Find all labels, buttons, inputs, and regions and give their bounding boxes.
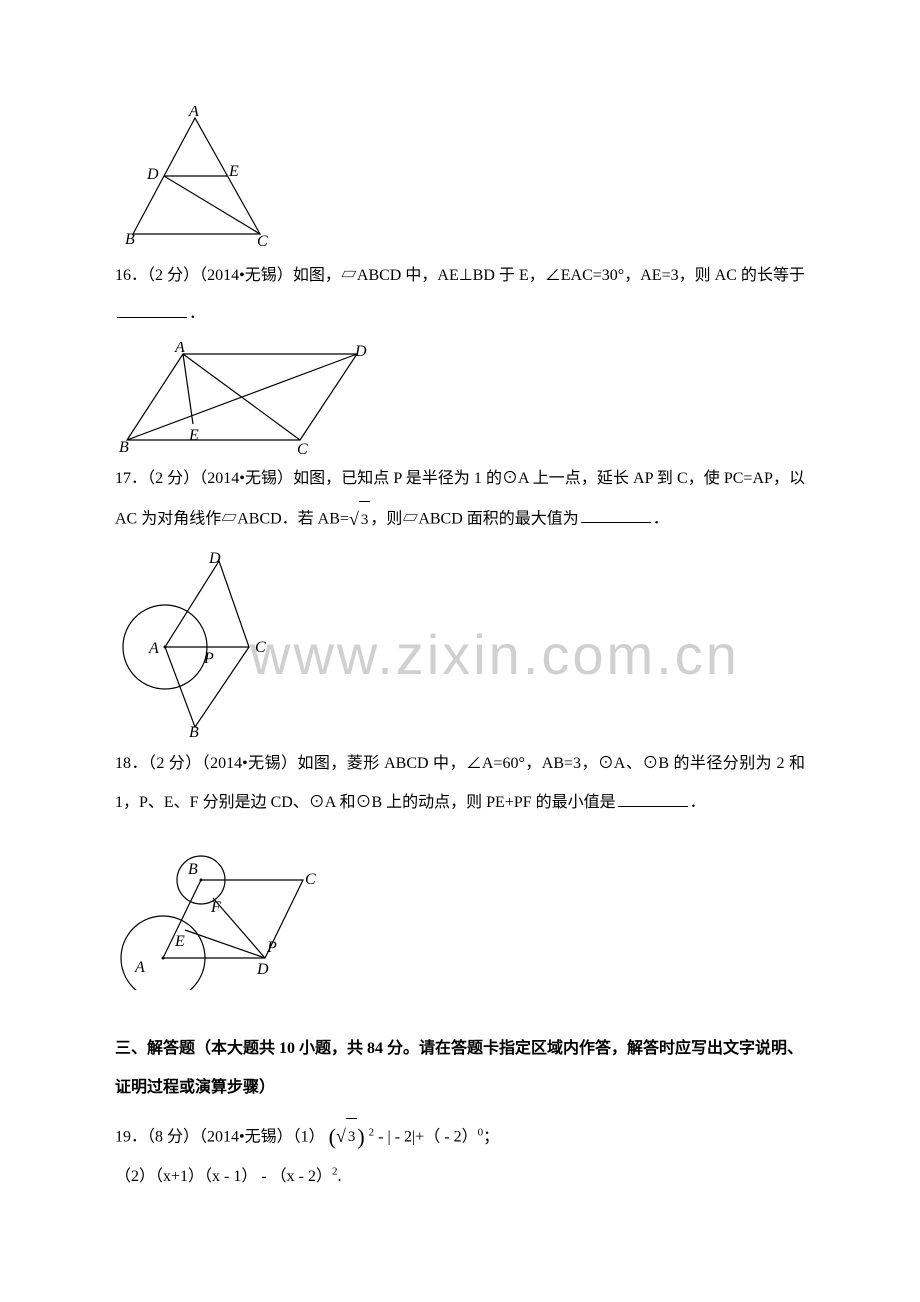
q17-figure: A B C D P bbox=[115, 549, 805, 739]
label-D: D bbox=[256, 961, 269, 978]
label-B: B bbox=[189, 724, 199, 739]
q16-figure: A B C D E bbox=[115, 342, 805, 454]
q18-text: 18．（2 分）（2014•无锡）如图，菱形 ABCD 中，∠A=60°，AB=… bbox=[115, 745, 805, 822]
label-B: B bbox=[119, 439, 129, 454]
label-A: A bbox=[134, 959, 145, 976]
label-C: C bbox=[255, 639, 266, 656]
label-C: C bbox=[297, 441, 308, 454]
label-D: D bbox=[146, 166, 159, 183]
q19-middle: - | - 2|+（ - 2） bbox=[374, 1129, 477, 1146]
q19-part2-suffix: . bbox=[338, 1168, 342, 1185]
q16-blank bbox=[117, 317, 187, 318]
label-E: E bbox=[174, 933, 185, 950]
q15-figure: A B C D E bbox=[115, 106, 805, 251]
q17-part2: ，则▱ABCD 面积的最大值为 bbox=[370, 510, 578, 527]
q18-blank bbox=[618, 806, 688, 807]
label-P: P bbox=[203, 650, 214, 667]
sqrt-3: √3 bbox=[349, 498, 370, 541]
label-A: A bbox=[148, 640, 159, 657]
section3-title: 三、解答题（本大题共 10 小题，共 84 分。请在答题卡指定区域内作答，解答时… bbox=[115, 1030, 805, 1107]
q18-main: 18．（2 分）（2014•无锡）如图，菱形 ABCD 中，∠A=60°，AB=… bbox=[115, 755, 805, 810]
q19-line2: （2）（x+1）（x - 1） - （x - 2）2. bbox=[115, 1158, 805, 1196]
label-C: C bbox=[305, 871, 316, 888]
q17-text: 17．（2 分）（2014•无锡）如图，已知点 P 是半径为 1 的⊙A 上一点… bbox=[115, 460, 805, 542]
q19: 19．（8 分）（2014•无锡）（1） (√3) 2 - | - 2|+（ -… bbox=[115, 1115, 805, 1197]
q19-prefix: 19．（8 分）（2014•无锡）（1） bbox=[115, 1129, 325, 1146]
q19-suffix: ； bbox=[483, 1129, 499, 1146]
label-A: A bbox=[174, 342, 185, 356]
q16: 16．（2 分）（2014•无锡）如图，▱ABCD 中，AE⊥BD 于 E，∠E… bbox=[115, 257, 805, 334]
label-E: E bbox=[188, 427, 199, 444]
q16-prefix: 16．（2 分）（2014•无锡）如图，▱ABCD 中，AE⊥BD 于 E，∠E… bbox=[115, 267, 805, 284]
q18: 18．（2 分）（2014•无锡）如图，菱形 ABCD 中，∠A=60°，AB=… bbox=[115, 745, 805, 822]
label-B: B bbox=[188, 861, 198, 878]
label-C: C bbox=[257, 233, 268, 250]
q18-figure: A B C D E F P bbox=[115, 830, 805, 990]
q19-line1: 19．（8 分）（2014•无锡）（1） (√3) 2 - | - 2|+（ -… bbox=[115, 1115, 805, 1158]
label-P: P bbox=[266, 939, 277, 956]
label-E: E bbox=[228, 163, 239, 180]
q17-blank bbox=[581, 522, 651, 523]
q19-part2: （2）（x+1）（x - 1） - （x - 2） bbox=[115, 1168, 332, 1185]
q17: 17．（2 分）（2014•无锡）如图，已知点 P 是半径为 1 的⊙A 上一点… bbox=[115, 460, 805, 542]
label-D: D bbox=[208, 550, 221, 567]
label-F: F bbox=[210, 899, 221, 916]
q16-text: 16．（2 分）（2014•无锡）如图，▱ABCD 中，AE⊥BD 于 E，∠E… bbox=[115, 257, 805, 334]
paren-sqrt-3: (√3) bbox=[329, 1115, 365, 1158]
label-A: A bbox=[188, 106, 199, 120]
label-B: B bbox=[125, 231, 135, 248]
label-D: D bbox=[354, 343, 367, 360]
